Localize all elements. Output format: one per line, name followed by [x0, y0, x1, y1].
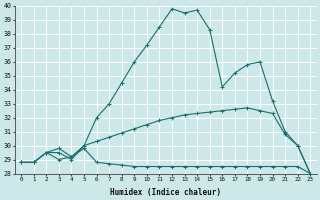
X-axis label: Humidex (Indice chaleur): Humidex (Indice chaleur) — [110, 188, 221, 197]
